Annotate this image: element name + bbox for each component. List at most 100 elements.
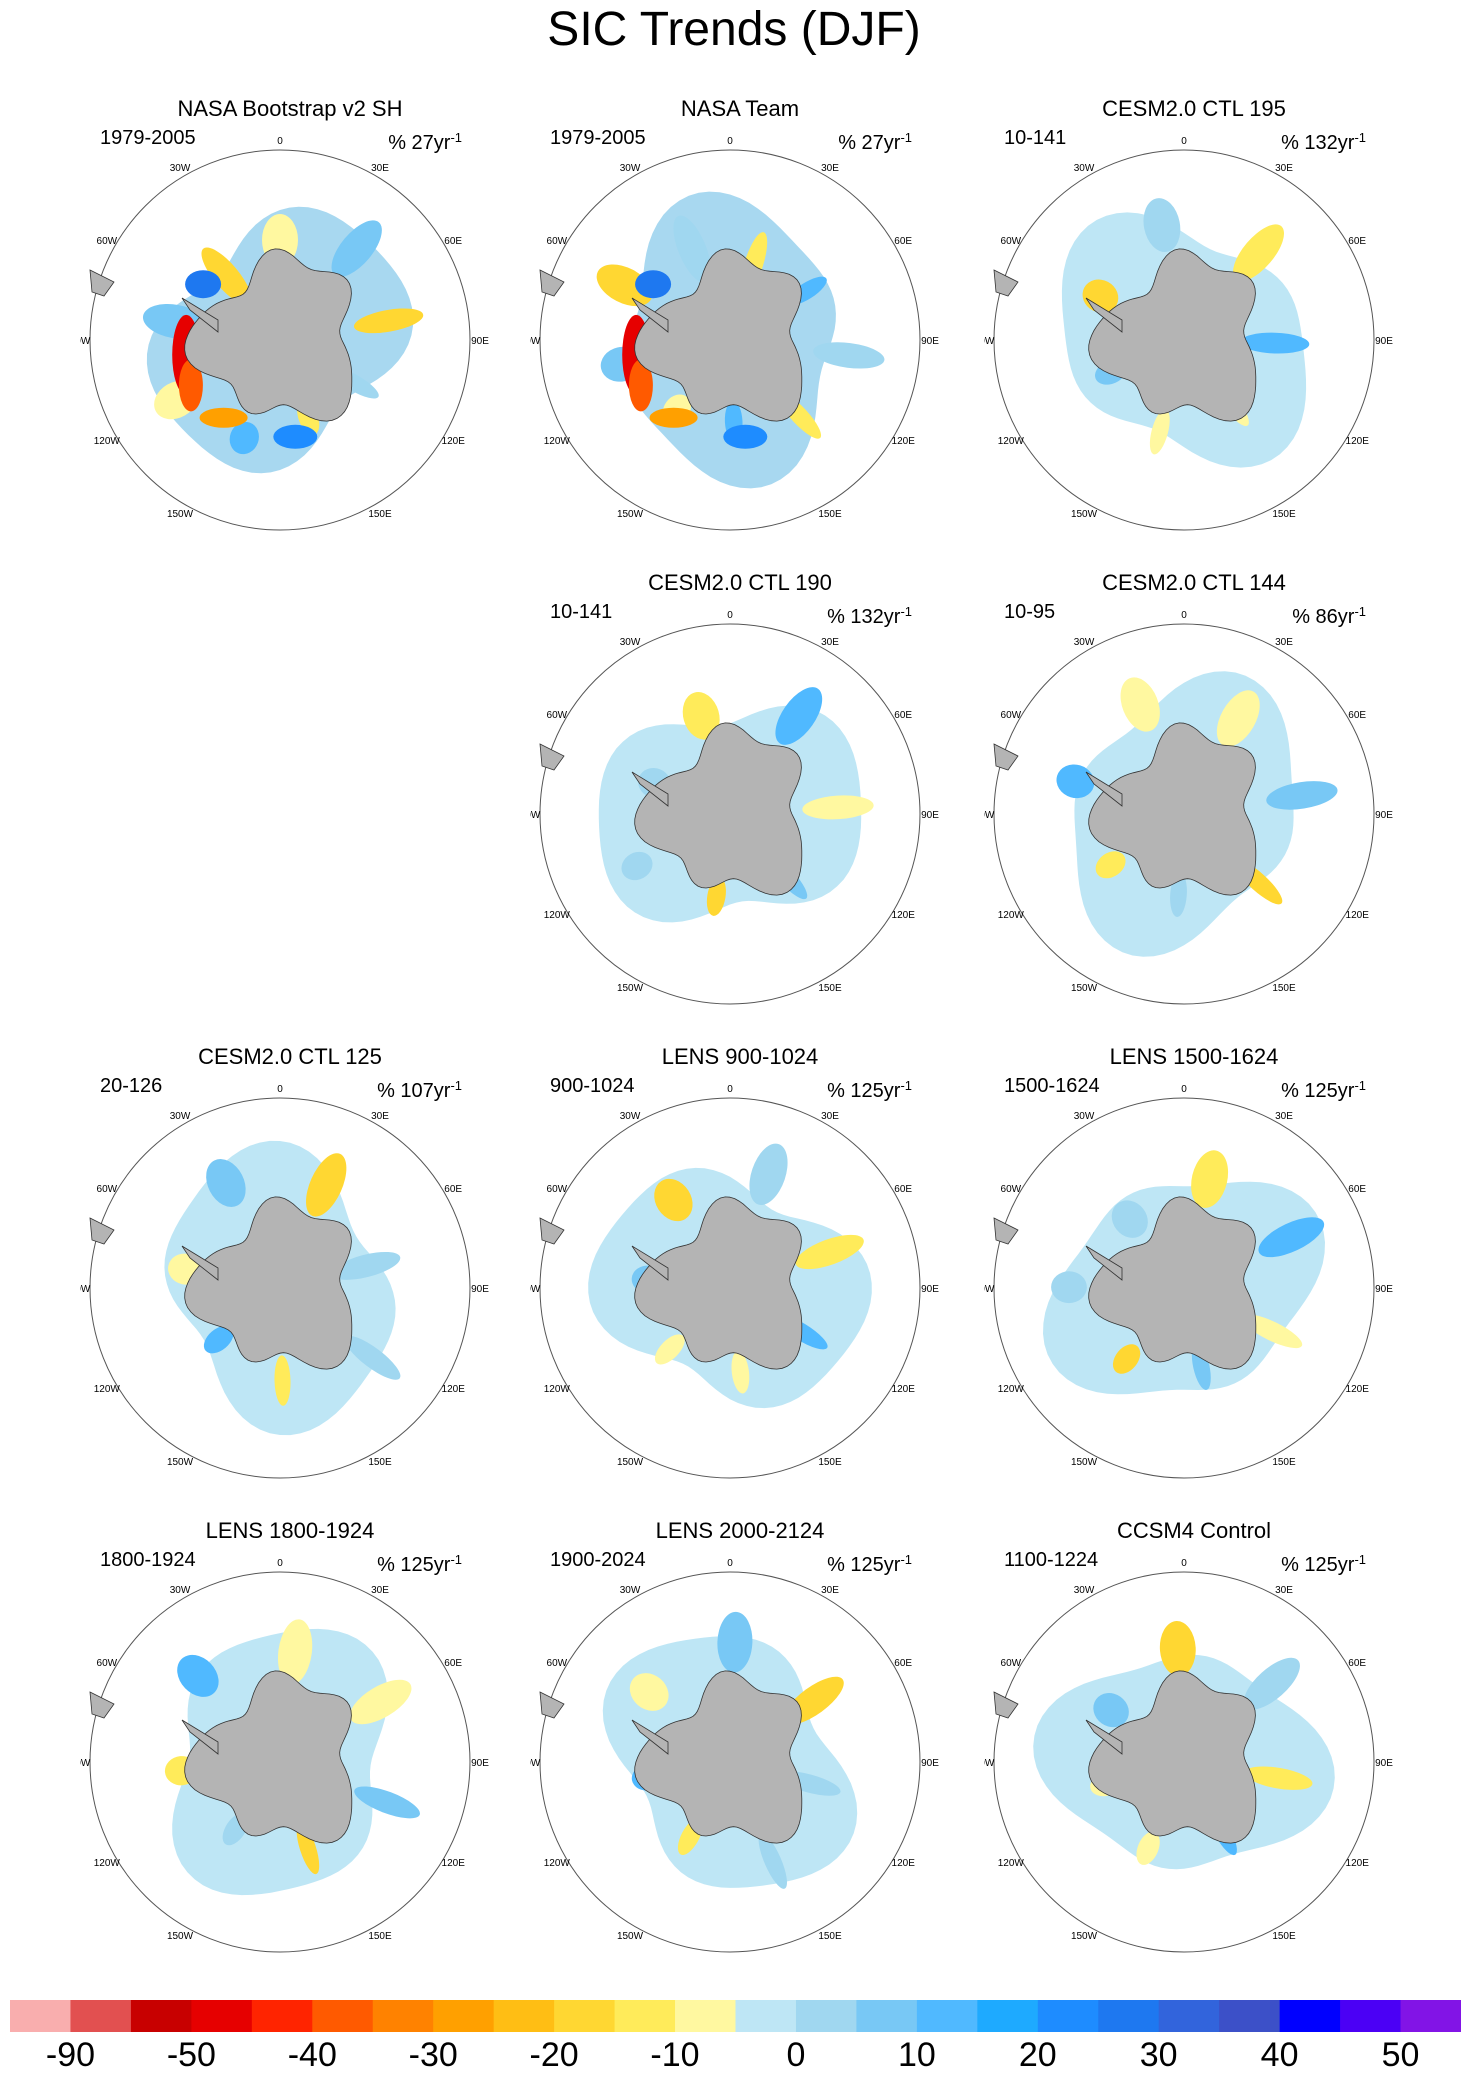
longitude-label: 60E (894, 1184, 912, 1195)
longitude-label: 60E (1348, 710, 1366, 721)
longitude-label: 0 (277, 1084, 283, 1095)
longitude-label: 30E (371, 1585, 389, 1596)
longitude-label: 90E (471, 1758, 489, 1769)
longitude-label: 120E (1346, 1858, 1370, 1869)
south-america-tip (993, 1217, 1019, 1245)
longitude-label: 120E (442, 1384, 466, 1395)
longitude-label: 150E (818, 1457, 842, 1468)
colorbar-swatch (1219, 2000, 1281, 2032)
antarctica-landmass (1088, 722, 1257, 896)
longitude-label: 150E (818, 1931, 842, 1942)
antarctic-peninsula (1085, 771, 1123, 807)
longitude-label: 30W (1074, 1111, 1095, 1122)
anomaly-patch (277, 1619, 313, 1685)
longitude-label: 120W (998, 1384, 1025, 1395)
longitude-label: 30W (170, 1585, 191, 1596)
longitude-label: 120W (544, 436, 571, 447)
colorbar-swatch (191, 2000, 253, 2032)
longitude-label: 90E (1375, 1284, 1393, 1295)
anomaly-patch (758, 1833, 787, 1889)
panel-period: 1800-1924 (100, 1549, 196, 1571)
colorbar-swatch (856, 2000, 918, 2032)
panel-units: % 86yr-1 (1292, 604, 1366, 628)
longitude-label: 30E (1275, 637, 1293, 648)
panel-title: LENS 1500-1624 (1109, 1044, 1279, 1069)
longitude-label: 30W (620, 1585, 641, 1596)
longitude-label: 150W (1071, 983, 1098, 994)
longitude-label: 120W (998, 910, 1025, 921)
longitude-label: 150E (368, 1931, 392, 1942)
longitude-label: 90W (530, 1758, 541, 1769)
map-panel: 030E60E90E120E150E180150W120W90W60W30WLE… (80, 1518, 500, 1958)
longitude-label: 150E (1272, 509, 1296, 520)
longitude-label: 90E (1375, 1758, 1393, 1769)
anomaly-patch (274, 1355, 291, 1406)
longitude-label: 60W (547, 1658, 568, 1669)
antarctic-peninsula (181, 1245, 219, 1281)
longitude-label: 120W (544, 910, 571, 921)
anomaly-patch (273, 424, 318, 449)
longitude-label: 120W (94, 436, 121, 447)
map-panel: 030E60E90E120E150E180150W120W90W60W30WCE… (984, 570, 1404, 1010)
panel-period: 10-141 (550, 601, 613, 623)
anomaly-patch (185, 270, 222, 299)
colorbar-tick-label: -90 (45, 2036, 96, 2074)
longitude-label: 150E (368, 509, 392, 520)
antarctica-landmass (1088, 1670, 1257, 1844)
anomaly-patch (1244, 1766, 1313, 1790)
longitude-label: 120E (442, 436, 466, 447)
longitude-label: 0 (1181, 610, 1187, 621)
map-panel: 030E60E90E120E150E180150W120W90W60W30WCE… (80, 1044, 500, 1484)
anomaly-patch (1159, 1621, 1196, 1676)
anomaly-patch (596, 264, 653, 307)
panel-period: 1979-2005 (550, 127, 646, 149)
longitude-label: 150E (818, 983, 842, 994)
polar-map: 030E60E90E120E150E180150W120W90W60W30W (530, 136, 939, 531)
longitude-label: 90E (921, 1284, 939, 1295)
longitude-label: 0 (1181, 1084, 1187, 1095)
colorbar-swatch (251, 2000, 313, 2032)
longitude-label: 60W (97, 236, 118, 247)
anomaly-patch (1149, 408, 1170, 455)
anomaly-patch (1241, 1314, 1303, 1349)
longitude-label: 150W (617, 983, 644, 994)
longitude-label: 120W (998, 436, 1025, 447)
map-panel: 030E60E90E120E150E180150W120W90W60W30WCE… (530, 570, 950, 1010)
colorbar-tick-label: -50 (166, 2036, 216, 2074)
panel-units: % 125yr-1 (827, 1552, 912, 1576)
longitude-label: 90E (921, 336, 939, 347)
longitude-label: 150W (1071, 1457, 1098, 1468)
anomaly-patch (344, 1335, 401, 1380)
panel-title: CESM2.0 CTL 125 (198, 1044, 382, 1069)
longitude-label: 90W (984, 1284, 995, 1295)
longitude-label: 0 (727, 610, 733, 621)
anomaly-patch (731, 1351, 750, 1394)
anomaly-patch (331, 1251, 401, 1280)
colorbar-tick-label: 20 (1018, 2036, 1057, 2074)
polar-map: 030E60E90E120E150E180150W120W90W60W30W (80, 1084, 489, 1479)
longitude-label: 60W (1001, 236, 1022, 247)
longitude-label: 90W (80, 336, 91, 347)
longitude-label: 150W (167, 509, 194, 520)
longitude-label: 30W (1074, 1585, 1095, 1596)
colorbar-swatch (1340, 2000, 1402, 2032)
longitude-label: 120E (442, 1858, 466, 1869)
colorbar-swatch (916, 2000, 978, 2032)
polar-map: 030E60E90E120E150E180150W120W90W60W30W (80, 136, 489, 531)
longitude-label: 120W (94, 1858, 121, 1869)
antarctic-peninsula (1085, 1245, 1123, 1281)
anomaly-patch (1136, 1831, 1160, 1865)
longitude-label: 30E (371, 1111, 389, 1122)
longitude-label: 30E (1275, 163, 1293, 174)
anomaly-patch (353, 308, 424, 334)
longitude-label: 120W (94, 1384, 121, 1395)
anomaly-patch (749, 1143, 788, 1206)
antarctic-peninsula (1085, 1719, 1123, 1755)
colorbar-labels: -90-50-40-30-20-100102030405090 (0, 2033, 1468, 2078)
longitude-label: 30W (1074, 637, 1095, 648)
longitude-label: 120E (892, 1858, 916, 1869)
panel-units: % 132yr-1 (827, 604, 912, 628)
south-america-tip (539, 269, 565, 297)
antarctic-peninsula (631, 1245, 669, 1281)
longitude-label: 120E (892, 910, 916, 921)
